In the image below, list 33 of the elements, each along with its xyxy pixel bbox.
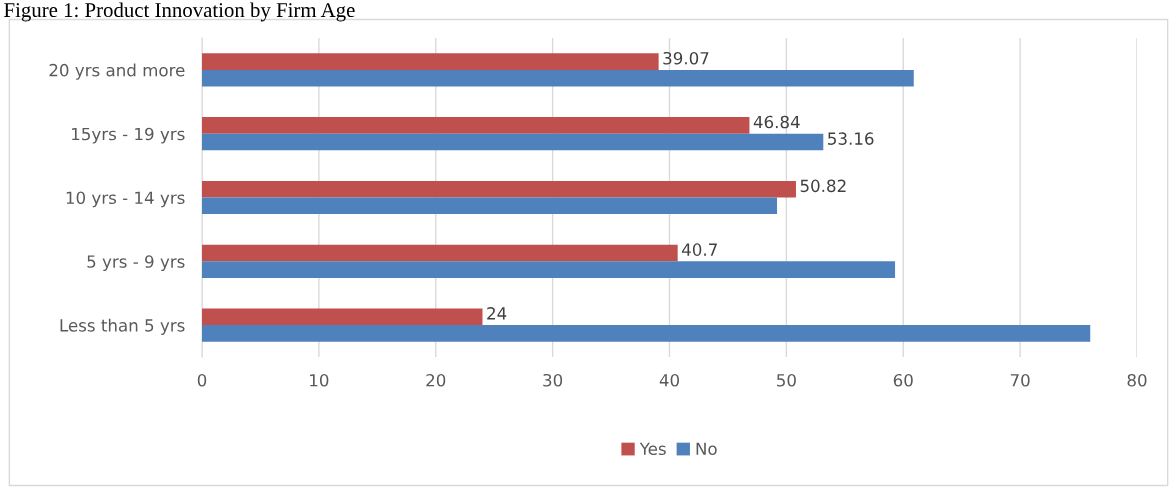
bar [202,197,778,215]
x-tick-label: 50 [777,373,796,387]
x-tick-label: 20 [426,373,446,387]
y-tick-label: 20 yrs and more [49,63,185,80]
bar [202,180,796,198]
x-tick-label: 70 [1010,373,1030,387]
data-label: 24 [487,307,507,320]
data-label: 53.16 [828,132,874,145]
data-label: 46.84 [753,115,800,129]
bar [202,133,824,151]
y-tick-label: 10 yrs - 14 yrs [66,191,185,208]
bar [202,308,483,326]
data-label: 40.7 [682,243,717,256]
chart-title: Figure 1: Product Innovation by Firm Age [4,2,355,22]
bar [202,325,1091,342]
y-tick-label: Less than 5 yrs [60,318,185,335]
x-tick-label: 10 [310,373,329,387]
bar [202,53,659,70]
x-tick-label: 80 [1127,373,1147,387]
x-tick-label: 60 [893,373,913,387]
bar [202,69,914,87]
bar [202,117,750,134]
bar [202,244,678,262]
legend-label: Yes [639,442,666,456]
y-tick-label: 15yrs - 19 yrs [72,127,185,144]
bar [202,261,896,278]
legend-label: No [696,442,717,456]
x-tick-label: 30 [543,373,563,387]
x-tick-label: 0 [197,373,207,387]
data-label: 39.07 [663,51,709,65]
x-tick-label: 40 [659,373,679,387]
y-tick-label: 5 yrs - 9 yrs [87,255,185,272]
data-label: 50.82 [800,179,846,193]
